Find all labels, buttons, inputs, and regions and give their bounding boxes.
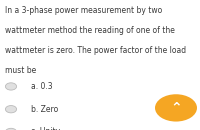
Text: ⌃: ⌃: [170, 100, 182, 114]
Circle shape: [5, 83, 17, 90]
Circle shape: [5, 106, 17, 113]
Text: b. Zero: b. Zero: [31, 105, 58, 114]
Text: wattmeter is zero. The power factor of the load: wattmeter is zero. The power factor of t…: [5, 46, 186, 55]
Text: wattmeter method the reading of one of the: wattmeter method the reading of one of t…: [5, 26, 175, 35]
Text: a. 0.3: a. 0.3: [31, 82, 53, 91]
Circle shape: [5, 128, 17, 130]
Circle shape: [155, 94, 197, 122]
Text: c. Unity: c. Unity: [31, 127, 60, 130]
Text: must be: must be: [5, 66, 36, 75]
Text: In a 3-phase power measurement by two: In a 3-phase power measurement by two: [5, 6, 162, 15]
